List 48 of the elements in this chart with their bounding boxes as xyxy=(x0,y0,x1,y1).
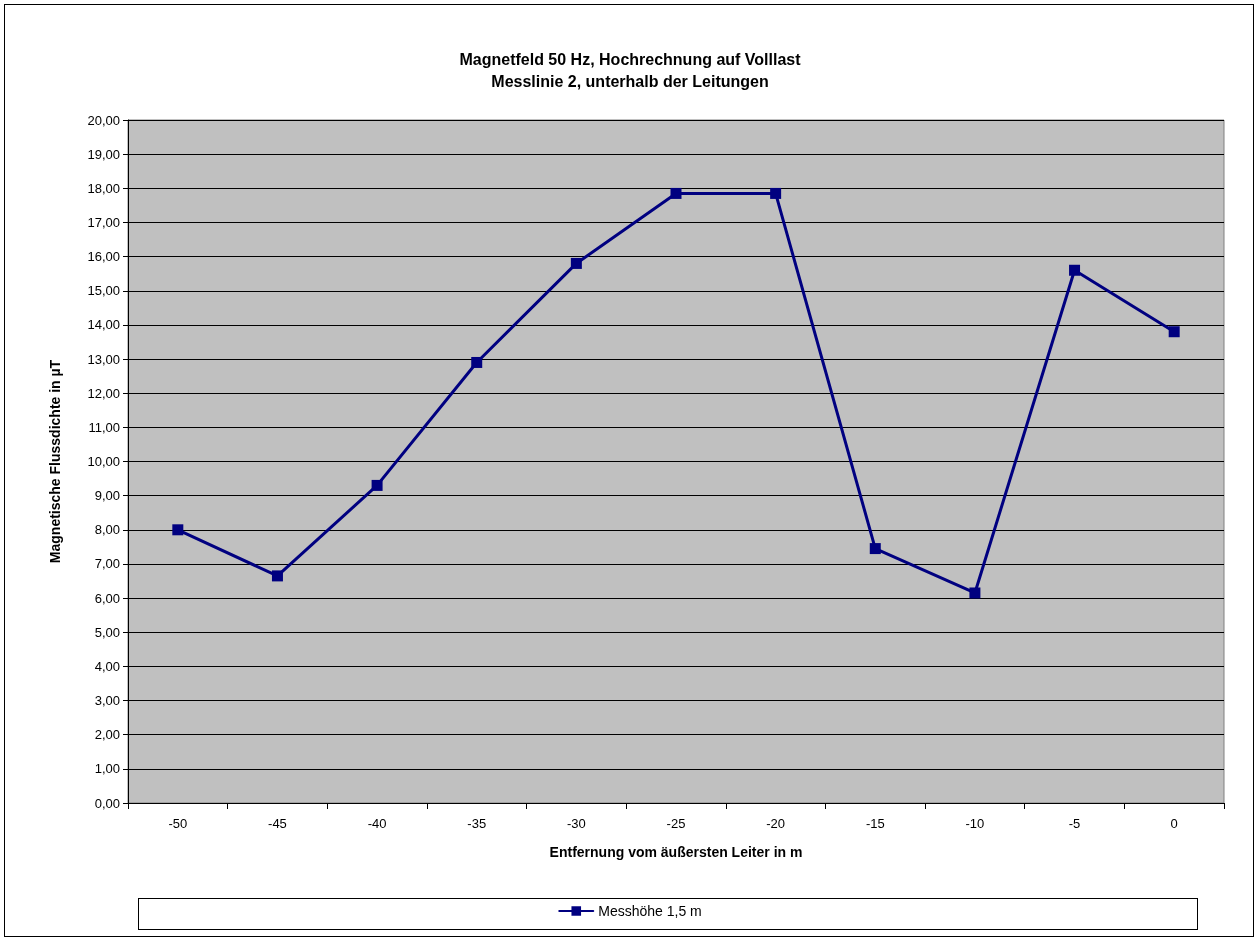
y-tick-label: 16,00 xyxy=(87,249,120,265)
point xyxy=(172,524,184,536)
y-tick-label: 9,00 xyxy=(94,488,120,504)
x-tick-label: -10 xyxy=(965,816,985,831)
y-tick-label: 18,00 xyxy=(87,180,120,196)
chart-title: Magnetfeld 50 Hz, Hochrechnung auf Volllast xyxy=(459,50,802,68)
point xyxy=(471,356,483,368)
point xyxy=(1069,264,1081,276)
y-tick-label: 13,00 xyxy=(87,351,120,367)
x-tick-label: -45 xyxy=(268,816,287,831)
x-tick-label: -30 xyxy=(566,816,586,831)
y-tick-label: 15,00 xyxy=(87,283,120,299)
y-tick-label: 11,00 xyxy=(88,419,120,435)
y-tick-label: 20,00 xyxy=(87,112,120,128)
y-tick-label: 0,00 xyxy=(94,795,120,811)
y-tick-label: 2,00 xyxy=(94,727,120,743)
y-tick-label: 8,00 xyxy=(94,522,120,538)
x-tick-label: -25 xyxy=(666,816,686,831)
y-tick-label: 3,00 xyxy=(94,693,120,709)
point xyxy=(770,187,782,199)
x-tick-label: -50 xyxy=(168,816,188,831)
x-tick-label: -15 xyxy=(865,816,885,831)
y-tick-label: 4,00 xyxy=(94,658,120,674)
y-axis-title: Magnetische Flussdichte in µT xyxy=(47,359,63,564)
point xyxy=(869,543,881,555)
chart-subtitle: Messlinie 2, unterhalb der Leitungen xyxy=(491,72,769,90)
y-tick-label: 6,00 xyxy=(94,590,120,606)
x-tick-label: -20 xyxy=(766,816,786,831)
x-axis-title: Entfernung vom äußersten Leiter in m xyxy=(549,844,803,860)
y-tick-label: 17,00 xyxy=(87,214,120,230)
y-tick-label: 1,00 xyxy=(94,761,120,777)
point xyxy=(371,479,383,491)
y-tick-label: 19,00 xyxy=(87,146,120,162)
y-tick-label: 14,00 xyxy=(87,317,120,333)
y-tick-label: 12,00 xyxy=(87,385,120,401)
x-tick-label: 0 xyxy=(1170,816,1178,831)
y-tick-label: 7,00 xyxy=(94,556,120,572)
x-tick-label: -35 xyxy=(467,816,487,831)
point xyxy=(670,187,682,199)
point xyxy=(271,570,283,582)
y-tick-label: 5,00 xyxy=(94,624,120,640)
point xyxy=(969,587,981,599)
point xyxy=(1168,326,1180,338)
x-tick-label: -40 xyxy=(367,816,387,831)
x-tick-label: -5 xyxy=(1068,816,1081,831)
legend-label: Messhöhe 1,5 m xyxy=(598,903,702,919)
point xyxy=(570,257,582,269)
y-tick-label: 10,00 xyxy=(87,454,120,469)
